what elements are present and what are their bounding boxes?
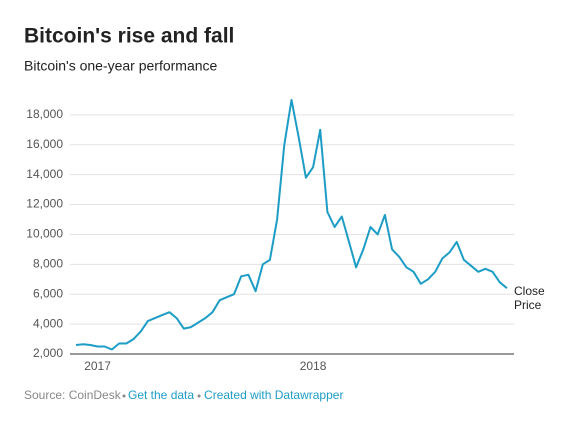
footer-link[interactable]: Get the data xyxy=(128,388,194,402)
y-tick-label: 10,000 xyxy=(26,227,63,241)
x-tick-label: 2017 xyxy=(84,359,111,373)
x-tick-label: 2018 xyxy=(300,359,327,373)
y-tick-label: 14,000 xyxy=(26,167,63,181)
y-tick-label: 4,000 xyxy=(33,316,63,330)
separator xyxy=(197,394,201,398)
separator xyxy=(122,394,126,398)
chart-title: Bitcoin's rise and fall xyxy=(24,25,234,48)
y-tick-label: 6,000 xyxy=(33,286,63,300)
y-tick-label: 18,000 xyxy=(26,107,63,121)
chart-subtitle: Bitcoin's one-year performance xyxy=(24,58,218,74)
y-tick-label: 2,000 xyxy=(33,346,63,360)
line xyxy=(75,98,508,351)
source: Source: CoinDesk xyxy=(24,388,122,402)
series-label: Close Price xyxy=(514,284,545,312)
footer-link[interactable]: Created with Datawrapper xyxy=(204,388,343,402)
y-tick-label: 8,000 xyxy=(33,257,63,271)
y-tick-label: 16,000 xyxy=(26,137,63,151)
y-tick-label: 12,000 xyxy=(26,197,63,211)
